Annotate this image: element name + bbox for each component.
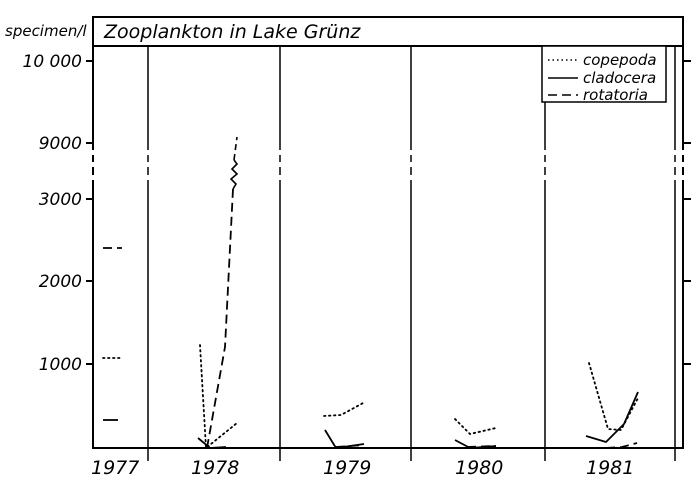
y-tick-3000: 3000	[39, 190, 82, 210]
series-cladocera	[103, 391, 639, 449]
legend-copepoda-label: copepoda	[583, 51, 657, 69]
y-ticks-right	[683, 60, 691, 365]
y-tick-1000: 1000	[39, 355, 82, 375]
x-label-1977: 1977	[91, 457, 139, 479]
legend-rotatoria-label: rotatoria	[583, 86, 648, 104]
y-tick-10000: 10 000	[23, 52, 82, 72]
rotatoria-break-marker	[229, 136, 239, 190]
x-label-1981: 1981	[586, 457, 634, 479]
x-label-1979: 1979	[323, 457, 371, 479]
year-separators	[147, 46, 676, 461]
legend: copepoda cladocera rotatoria	[541, 45, 667, 104]
title-box	[92, 16, 684, 47]
y-tick-2000: 2000	[39, 272, 82, 292]
x-label-1980: 1980	[455, 457, 503, 479]
legend-cladocera-label: cladocera	[583, 69, 656, 87]
y-tick-labels: 10 000 9000 3000 2000 1000	[23, 52, 82, 375]
x-tick-labels: 1977 1978 1979 1980 1981	[91, 457, 634, 479]
series-rotatoria	[103, 188, 638, 449]
series-copepoda	[102, 344, 639, 450]
x-label-1978: 1978	[191, 457, 239, 479]
plot-frame	[92, 46, 684, 449]
y-tick-9000: 9000	[39, 134, 82, 154]
chart-title: Zooplankton in Lake Grünz	[103, 21, 361, 43]
y-axis-label: specimen/l	[5, 22, 87, 40]
y-ticks-left	[86, 60, 93, 365]
